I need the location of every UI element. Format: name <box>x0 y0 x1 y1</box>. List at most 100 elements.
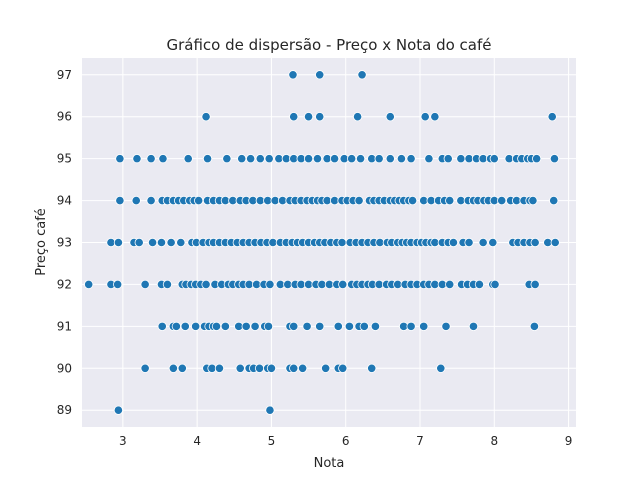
data-point <box>289 363 299 373</box>
data-point <box>241 321 251 331</box>
data-points <box>84 70 560 415</box>
data-point <box>456 154 466 164</box>
data-point <box>289 321 299 331</box>
data-point <box>156 237 167 248</box>
y-tick-label: 93 <box>57 236 72 250</box>
data-point <box>468 321 479 331</box>
data-point <box>202 154 213 164</box>
data-point <box>445 195 455 206</box>
data-point <box>420 112 430 122</box>
data-point <box>237 154 247 164</box>
data-point <box>246 154 256 164</box>
data-point <box>357 70 367 80</box>
data-point <box>445 279 455 290</box>
data-point <box>255 154 265 164</box>
data-point <box>406 321 416 331</box>
data-point <box>115 154 125 164</box>
data-point <box>490 279 500 290</box>
data-point <box>177 363 187 373</box>
data-point <box>157 321 167 331</box>
data-point <box>547 112 557 122</box>
data-point <box>134 237 144 248</box>
data-point <box>359 321 369 331</box>
data-point <box>171 321 181 331</box>
data-point <box>113 279 123 290</box>
data-point <box>528 195 538 206</box>
data-point <box>263 321 274 331</box>
x-tick-label: 9 <box>565 434 573 448</box>
data-point <box>113 405 124 415</box>
x-tick-label: 3 <box>119 434 127 448</box>
data-point <box>115 195 125 206</box>
data-point <box>214 363 225 373</box>
data-point <box>201 112 211 122</box>
data-point <box>419 321 429 331</box>
y-tick-label: 95 <box>57 152 72 166</box>
data-point <box>530 237 540 248</box>
data-point <box>430 112 440 122</box>
data-point <box>140 363 150 373</box>
data-point <box>140 279 150 290</box>
y-tick-labels: 89 90 91 92 93 94 95 96 97 <box>57 68 72 417</box>
y-tick-label: 94 <box>57 194 72 208</box>
data-point <box>266 363 277 373</box>
data-point <box>385 154 395 164</box>
data-point <box>344 321 355 331</box>
x-tick-label: 8 <box>490 434 498 448</box>
data-point <box>441 321 451 331</box>
data-point <box>530 279 540 290</box>
y-tick-label: 91 <box>57 319 72 333</box>
data-point <box>474 279 485 290</box>
data-point <box>312 154 323 164</box>
data-point <box>352 112 363 122</box>
data-point <box>315 70 325 80</box>
data-point <box>168 363 178 373</box>
data-point <box>407 195 418 206</box>
x-tick-label: 6 <box>342 434 350 448</box>
data-point <box>158 154 168 164</box>
data-point <box>166 237 176 248</box>
data-point <box>265 279 275 290</box>
data-point <box>478 237 488 248</box>
data-point <box>464 237 474 248</box>
data-point <box>147 237 158 248</box>
data-point <box>532 154 542 164</box>
data-point <box>549 195 559 206</box>
data-point <box>374 154 384 164</box>
data-point <box>288 70 298 80</box>
data-point <box>448 237 459 248</box>
data-point <box>222 154 232 164</box>
data-point <box>176 237 186 248</box>
data-point <box>385 112 395 122</box>
data-point <box>289 112 299 122</box>
data-point <box>132 154 142 164</box>
data-point <box>406 154 416 164</box>
data-point <box>443 154 453 164</box>
data-point <box>201 279 211 290</box>
data-point <box>113 237 124 248</box>
data-point <box>338 279 348 290</box>
y-tick-label: 97 <box>57 68 72 82</box>
data-point <box>298 363 308 373</box>
data-point <box>488 237 498 248</box>
x-axis-label: Nota <box>314 456 345 471</box>
data-point <box>131 195 141 206</box>
y-axis-label: Preço café <box>34 208 49 276</box>
data-point <box>333 321 343 331</box>
data-point <box>550 237 560 248</box>
data-point <box>549 154 560 164</box>
data-point <box>194 195 204 206</box>
y-tick-label: 92 <box>57 277 72 291</box>
data-point <box>303 112 314 122</box>
data-point <box>235 363 245 373</box>
data-point <box>162 279 173 290</box>
data-point <box>183 154 193 164</box>
data-point <box>265 405 275 415</box>
data-point <box>497 195 507 206</box>
data-point <box>367 363 377 373</box>
data-point <box>529 321 540 331</box>
x-tick-label: 4 <box>193 434 201 448</box>
data-point <box>211 321 222 331</box>
data-point <box>396 154 407 164</box>
